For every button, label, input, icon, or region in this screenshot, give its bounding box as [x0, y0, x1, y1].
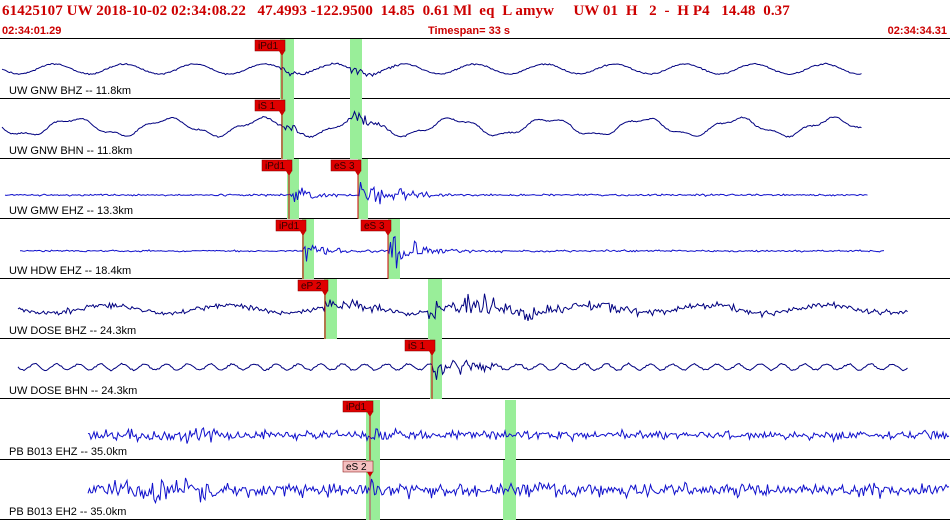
start-time: 02:34:01.29	[2, 25, 62, 37]
pick-label[interactable]: eP 2	[301, 281, 322, 292]
pick-arrow-icon	[429, 351, 435, 356]
pick-arrow-icon	[279, 51, 285, 56]
channel-label: UW HDW EHZ -- 18.4km	[9, 265, 132, 277]
timespan-label: Timespan= 33 s	[428, 25, 511, 37]
waveform-trace	[1, 62, 862, 77]
channel-panel[interactable]: eP 2 UW DOSE BHZ -- 24.3km	[0, 279, 950, 339]
pick-label[interactable]: eS 3	[334, 161, 355, 172]
channel-label: UW GMW EHZ -- 13.3km	[9, 205, 134, 217]
pick-window	[350, 99, 362, 159]
channel-label: PB B013 EHZ -- 35.0km	[9, 446, 127, 458]
waveform-plot: iPd1	[1, 39, 862, 99]
waveform-plot: iPd1	[87, 400, 950, 460]
pick-label-box[interactable]	[360, 219, 392, 232]
channel-label: UW GNW BHN -- 11.8km	[9, 145, 133, 157]
waveform-trace	[19, 235, 885, 269]
pick-arrow-icon	[300, 231, 306, 236]
event-summary: 61425107 UW 2018-10-02 02:34:08.22 47.49…	[2, 3, 790, 19]
waveform-trace	[1, 110, 862, 139]
pick-label[interactable]: iPd1	[265, 161, 285, 172]
pick-label[interactable]: iS 1	[258, 101, 276, 112]
waveform-plot: eS 2	[87, 460, 950, 520]
waveform-trace	[17, 359, 908, 380]
pick-label-box[interactable]	[297, 279, 329, 292]
waveform-panels[interactable]: iPd1 UW GNW BHZ -- 11.8km iS 1 UW GNW BHN -…	[0, 39, 950, 520]
pick-arrow-icon	[286, 171, 292, 176]
pick-label[interactable]: iS 1	[408, 341, 426, 352]
pick-label[interactable]: iPd1	[279, 221, 299, 232]
waveform-trace	[17, 293, 908, 322]
channel-panel[interactable]: iS 1 UW DOSE BHN -- 24.3km	[0, 339, 950, 399]
channel-label: UW GNW BHZ -- 11.8km	[9, 85, 132, 97]
pick-arrow-icon	[367, 412, 373, 417]
channel-panel[interactable]: iS 1 UW GNW BHN -- 11.8km	[0, 99, 950, 159]
pick-label-box[interactable]	[275, 219, 307, 232]
pick-label-box[interactable]	[330, 159, 362, 172]
event-header: 61425107 UW 2018-10-02 02:34:08.22 47.49…	[0, 0, 950, 40]
waveform-plot: iS 1	[1, 99, 862, 159]
waveform-plot: iS 1	[17, 339, 908, 399]
channel-panel[interactable]: iPd1 eS 3 UW HDW EHZ -- 18.4km	[0, 219, 950, 279]
waveform-trace	[87, 427, 950, 444]
pick-window	[280, 39, 294, 99]
pick-window	[428, 279, 442, 339]
channel-label: PB B013 EH2 -- 35.0km	[9, 506, 127, 518]
pick-arrow-icon	[385, 231, 391, 236]
pick-arrow-icon	[322, 291, 328, 296]
pick-arrow-icon	[355, 171, 361, 176]
end-time: 02:34:34.31	[887, 25, 947, 37]
pick-label-box[interactable]	[342, 460, 374, 473]
channel-label: UW DOSE BHZ -- 24.3km	[9, 325, 137, 337]
pick-label[interactable]: iPd1	[346, 402, 366, 413]
waveform-plot: iPd1 eS 3	[19, 219, 885, 279]
pick-label-box[interactable]	[254, 99, 286, 112]
pick-arrow-icon	[279, 111, 285, 116]
pick-window	[503, 460, 516, 520]
channel-panel[interactable]: iPd1 PB B013 EHZ -- 35.0km	[0, 400, 950, 460]
pick-window	[324, 279, 337, 339]
channel-panel[interactable]: iPd1 UW GNW BHZ -- 11.8km	[0, 39, 950, 99]
channel-label: UW DOSE BHN -- 24.3km	[9, 385, 138, 397]
pick-window	[505, 400, 516, 460]
pick-label[interactable]: eS 3	[364, 221, 385, 232]
pick-label-box[interactable]	[261, 159, 293, 172]
waveform-trace	[87, 477, 950, 505]
waveform-plot: eP 2	[17, 279, 908, 339]
pick-label-box[interactable]	[404, 339, 436, 352]
pick-arrow-icon	[367, 472, 373, 477]
channel-panel[interactable]: iPd1 eS 3 UW GMW EHZ -- 13.3km	[0, 159, 950, 219]
waveform-plot: iPd1 eS 3	[4, 159, 868, 219]
pick-window	[358, 159, 368, 219]
pick-label[interactable]: iPd1	[258, 41, 278, 52]
pick-label-box[interactable]	[254, 39, 286, 52]
channel-panel[interactable]: eS 2 PB B013 EH2 -- 35.0km	[0, 460, 950, 520]
pick-window	[281, 99, 294, 159]
waveform-trace	[4, 182, 868, 205]
pick-label[interactable]: eS 2	[346, 462, 367, 473]
pick-label-box[interactable]	[342, 400, 374, 413]
header-divider	[0, 38, 950, 39]
